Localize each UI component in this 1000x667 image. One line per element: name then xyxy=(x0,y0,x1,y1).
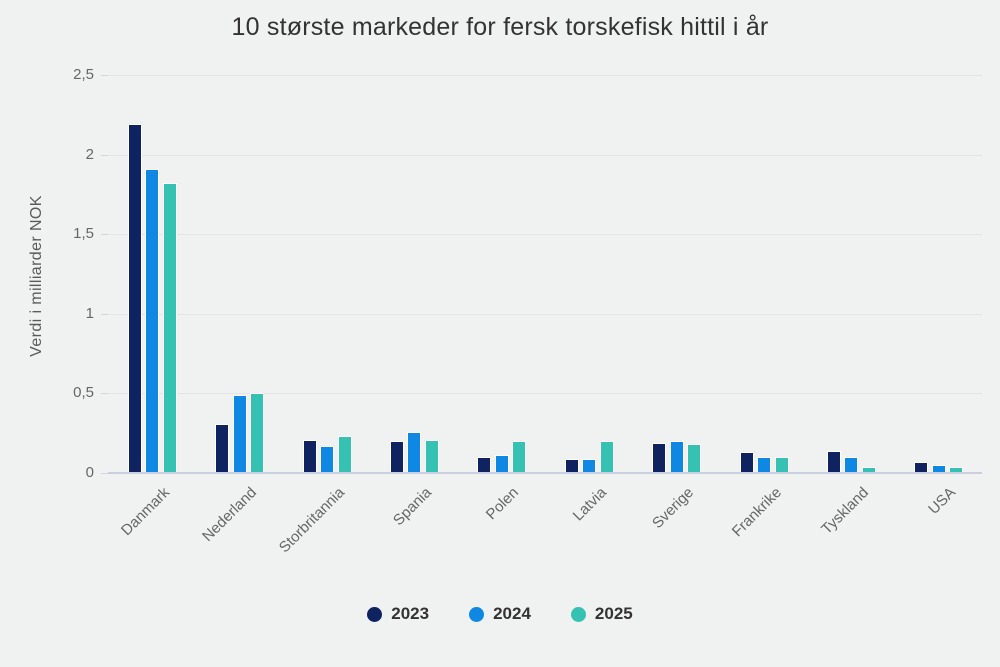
bar-2023-sverige xyxy=(652,443,667,473)
x-tick-label: Sverige xyxy=(649,484,698,532)
legend-label: 2025 xyxy=(594,604,633,623)
plot-area: 0 0,5 1 1,5 2 2,5 xyxy=(73,66,982,481)
y-tick-label: 0,5 xyxy=(73,384,94,402)
y-axis-tick xyxy=(101,154,108,156)
bar-2024-tyskland xyxy=(844,457,859,473)
legend-label: 2023 xyxy=(391,604,430,623)
legend-swatch-icon xyxy=(469,606,485,622)
y-axis-tick xyxy=(101,313,108,315)
legend-item-2023[interactable]: 2023 xyxy=(367,604,429,624)
legend-label: 2024 xyxy=(493,604,531,623)
bar-2025-frankrike xyxy=(774,457,789,473)
gridline xyxy=(108,154,982,156)
bar-2025-polen xyxy=(512,441,527,473)
bar-2024-latvia xyxy=(582,459,597,473)
y-tick-label: 0 xyxy=(85,464,94,481)
gridline xyxy=(108,393,982,395)
bar-2025-latvia xyxy=(599,441,614,473)
bar-2023-spania xyxy=(389,441,404,473)
bar-2023-danmark xyxy=(127,124,142,473)
y-tick-label: 1 xyxy=(85,304,94,322)
x-tick-label: USA xyxy=(925,484,960,518)
y-axis-tick xyxy=(101,75,108,76)
bar-2024-storbritannia xyxy=(320,446,334,473)
gridline xyxy=(108,313,982,315)
bar-2025-tyskland xyxy=(861,467,876,473)
x-tick-label: Storbritannia xyxy=(275,484,348,557)
x-tick-label: Nederland xyxy=(199,484,261,545)
bar-2024-danmark xyxy=(145,169,160,473)
bar-2023-storbritannia xyxy=(302,440,317,473)
bar-2023-tyskland xyxy=(826,451,841,473)
chart-title: 10 største markeder for fersk torskefisk… xyxy=(231,13,769,41)
bar-2025-nederland xyxy=(250,393,265,473)
bar-2023-frankrike xyxy=(739,452,754,473)
bar-2025-danmark xyxy=(162,183,177,473)
bar-2023-usa xyxy=(914,462,929,473)
bar-2023-polen xyxy=(477,457,492,473)
bar-2024-polen xyxy=(494,455,509,473)
y-axis-tick xyxy=(101,473,108,474)
legend: 2023 2024 2025 xyxy=(0,604,1000,624)
legend-swatch-icon xyxy=(570,606,586,622)
x-tick-label: Polen xyxy=(483,484,523,524)
y-tick-label: 1,5 xyxy=(73,225,94,243)
y-tick-label: 2 xyxy=(85,145,94,163)
bar-2023-nederland xyxy=(215,424,230,473)
y-axis-tick xyxy=(101,393,108,395)
x-tick-label: Danmark xyxy=(117,484,173,540)
bar-2025-storbritannia xyxy=(337,436,352,473)
bar-2024-nederland xyxy=(232,395,247,473)
legend-item-2024[interactable]: 2024 xyxy=(469,604,531,624)
gridline xyxy=(108,234,982,236)
y-axis-tick xyxy=(101,234,108,236)
gridline xyxy=(108,75,982,76)
bar-2025-usa xyxy=(949,467,964,473)
bar-2024-usa xyxy=(931,465,946,473)
y-axis-title: Verdi i milliarder NOK xyxy=(28,195,45,357)
bar-2024-spania xyxy=(407,432,422,473)
legend-item-2025[interactable]: 2025 xyxy=(570,604,633,624)
bar-2025-sverige xyxy=(687,444,702,473)
x-tick-label: Tyskland xyxy=(818,484,872,538)
x-tick-label: Latvia xyxy=(569,484,610,525)
x-axis-line xyxy=(108,472,982,474)
x-tick-label: Frankrike xyxy=(728,484,785,541)
legend-swatch-icon xyxy=(367,606,383,622)
bar-2024-sverige xyxy=(669,441,684,473)
y-tick-label: 2,5 xyxy=(73,66,94,83)
bar-2025-spania xyxy=(424,440,439,473)
bar-2024-frankrike xyxy=(757,457,771,473)
x-tick-label: Spania xyxy=(389,484,435,530)
bar-2023-latvia xyxy=(564,459,579,473)
